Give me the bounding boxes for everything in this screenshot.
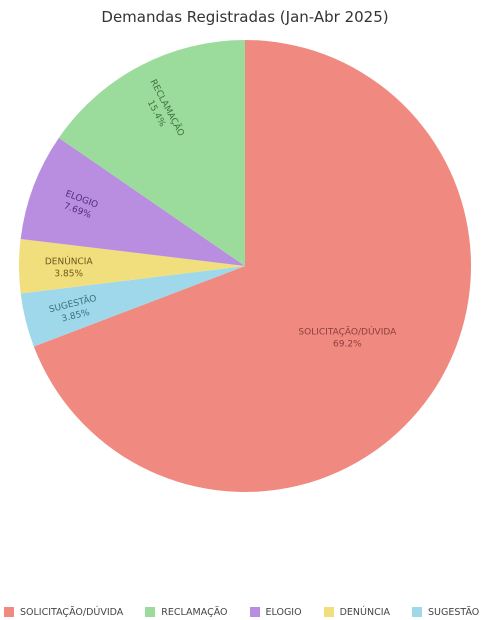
- slice-label-solicitacao-duvida: SOLICITAÇÃO/DÚVIDA 69.2%: [298, 326, 397, 350]
- legend-swatch: [145, 607, 156, 617]
- legend-swatch: [249, 607, 260, 617]
- legend-swatch: [323, 607, 334, 617]
- chart-title: Demandas Registradas (Jan-Abr 2025): [101, 8, 389, 26]
- pie-slice-sugestao[interactable]: [20, 266, 245, 347]
- legend-item-sugestao[interactable]: SUGESTÃO: [412, 604, 479, 620]
- legend-swatch: [412, 607, 423, 617]
- legend-label: SOLICITAÇÃO/DÚVIDA: [20, 606, 124, 618]
- legend-item-elogio[interactable]: ELOGIO: [249, 604, 302, 620]
- legend-swatch: [4, 607, 14, 617]
- legend-item-solicitacao[interactable]: SOLICITAÇÃO/DÚVIDA: [4, 604, 123, 620]
- slice-value-label: 3.85%: [54, 269, 83, 279]
- pie-chart: SOLICITAÇÃO/DÚVIDA69.2%SUGESTÃO3.85%DENÚ…: [19, 40, 472, 492]
- pie-slice-denuncia[interactable]: [19, 238, 245, 294]
- legend-label: ELOGIO: [265, 606, 302, 618]
- legend-item-denuncia[interactable]: DENÚNCIA: [323, 604, 391, 620]
- legend-label: DENÚNCIA: [339, 606, 391, 618]
- pie-slice-solicitacao-duvida[interactable]: [33, 40, 472, 492]
- legend-label: RECLAMAÇÃO: [161, 606, 228, 618]
- pie-slice-reclamacao[interactable]: [58, 40, 245, 266]
- slice-category-label: SOLICITAÇÃO/DÚVIDA: [298, 326, 397, 338]
- slice-category-label: DENÚNCIA: [45, 255, 94, 267]
- pie-slice-elogio[interactable]: [20, 137, 245, 266]
- chart-legend: SOLICITAÇÃO/DÚVIDA RECLAMAÇÃO ELOGIO DEN…: [4, 604, 490, 620]
- slice-label-denuncia: DENÚNCIA 3.85%: [45, 255, 94, 279]
- legend-label: SUGESTÃO: [428, 606, 480, 618]
- legend-item-reclamacao[interactable]: RECLAMAÇÃO: [145, 604, 228, 620]
- slice-value-label: 69.2%: [333, 340, 362, 350]
